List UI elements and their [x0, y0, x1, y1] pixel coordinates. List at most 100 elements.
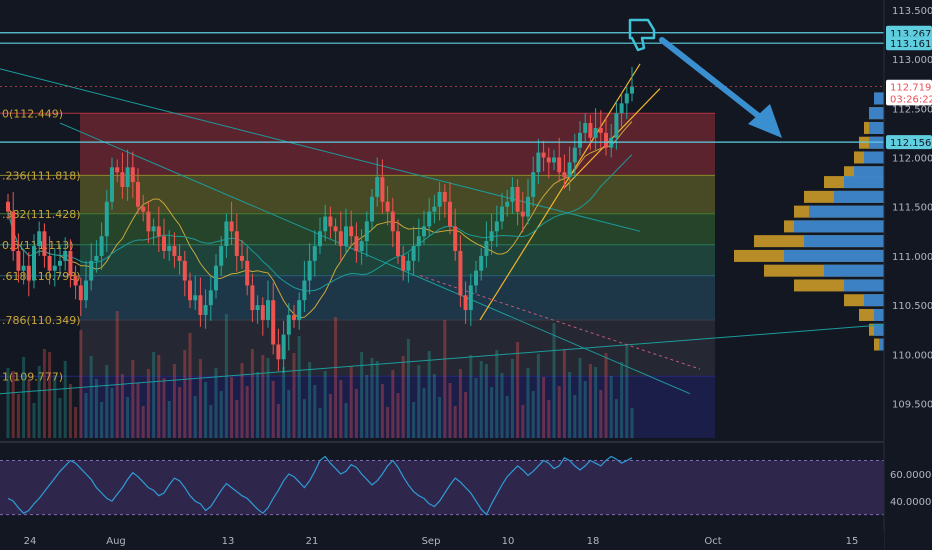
price-tag-label: 112.156 [890, 138, 931, 149]
candle-body [208, 290, 213, 306]
volume-bar [583, 381, 587, 438]
candle-body [229, 221, 234, 232]
volume-bar [32, 403, 36, 438]
candle-body [307, 260, 312, 281]
volume-bar [198, 359, 202, 438]
volume-bar [308, 362, 312, 438]
candle-body [58, 260, 62, 266]
candle-body [604, 132, 608, 148]
volume-bar [84, 393, 88, 438]
candle-body [484, 241, 489, 256]
candle-body [11, 211, 16, 251]
profile-bar-down [824, 264, 884, 277]
candle-body [364, 221, 369, 242]
candle-body [84, 280, 88, 301]
profile-bar-down [879, 338, 884, 351]
candle-body [531, 172, 536, 197]
candle-body [136, 182, 140, 207]
volume-bar [105, 365, 109, 438]
volume-bar [302, 399, 306, 438]
candle-body [172, 246, 177, 256]
candle-body [245, 260, 250, 286]
volume-bar [63, 361, 67, 438]
channel-lower-line [479, 63, 641, 321]
volume-bar [630, 408, 634, 438]
annotations[interactable] [628, 18, 782, 138]
rsi-pane [0, 455, 884, 516]
volume-bar [162, 378, 166, 438]
candle-body [78, 285, 83, 301]
volume-bar [100, 402, 104, 438]
candle-body [240, 255, 244, 261]
time-tick-label: 10 [502, 536, 515, 547]
candle-body [614, 113, 619, 138]
dashed-trend-line [419, 275, 701, 370]
rsi-line [7, 455, 633, 516]
volume-bar [167, 401, 171, 438]
trend-lines[interactable] [0, 63, 885, 395]
candle-body [474, 270, 478, 286]
volume-bar [344, 403, 348, 438]
candle-body [312, 246, 317, 261]
candle-body [370, 196, 374, 222]
volume-bar [328, 394, 332, 438]
volume-bar [568, 372, 572, 438]
volume-bar [557, 386, 561, 438]
candle-body [120, 172, 125, 188]
candle-body [489, 231, 494, 242]
volume-bar [432, 374, 436, 438]
volume-bar [588, 364, 592, 438]
volume-bar [542, 377, 546, 438]
candle-body [32, 246, 36, 281]
candle-body [26, 265, 31, 281]
candle-body [416, 236, 421, 247]
volume-bar [490, 387, 494, 438]
candle-body [146, 211, 151, 232]
fib-level-label: .382(111.428) [2, 208, 81, 221]
candle-body [37, 231, 42, 247]
candle-body [500, 206, 504, 222]
volume-bar [412, 402, 416, 438]
price-tick-label: 113.500 [892, 6, 932, 17]
volume-bar [230, 377, 234, 438]
volume-bar [474, 378, 478, 438]
price-tick-label: 112.500 [892, 104, 932, 115]
candle-body [99, 236, 104, 256]
volume-bar [297, 336, 301, 438]
channel-upper-line [564, 88, 661, 188]
time-axis[interactable]: 24 Aug 13 21 Sep 10 18 Oct 15 [0, 530, 884, 550]
candle-body [156, 226, 161, 237]
candle-body [448, 201, 452, 227]
candle-body [494, 221, 499, 232]
arrow-shaft [659, 37, 773, 128]
price-tick-label: 113.000 [892, 55, 932, 66]
volume-bar [58, 398, 62, 438]
volume-bar [573, 395, 577, 438]
price-tick-label: 110.000 [892, 350, 932, 361]
volume-profile [734, 92, 884, 351]
horizontal-price-lines[interactable] [0, 32, 884, 143]
volume-bar [438, 397, 442, 438]
down-arrow-icon [659, 37, 782, 138]
candle-body [552, 157, 556, 163]
volume-bar [318, 408, 322, 438]
candle-body [260, 305, 265, 320]
candle-body [406, 260, 411, 271]
candle-body [588, 123, 593, 138]
volume-bar [172, 364, 176, 438]
candle-body [104, 201, 109, 237]
volume-bar [609, 376, 613, 438]
candlestick-series [6, 66, 634, 374]
candle-body [505, 201, 510, 207]
volume-bar [620, 362, 624, 438]
volume-bar [510, 359, 514, 438]
candle-body [442, 191, 447, 202]
volume-bar [334, 317, 338, 438]
fibonacci-retracement[interactable]: 0(112.449).236(111.818).382(111.428)0.5(… [0, 107, 715, 438]
ascending-trend-line [0, 324, 885, 395]
candle-body [526, 196, 530, 217]
candle-body [546, 157, 551, 163]
volume-bar [131, 360, 135, 438]
price-axis[interactable]: 113.500 113.000 112.500 112.000 111.500 111.0… [883, 0, 932, 550]
